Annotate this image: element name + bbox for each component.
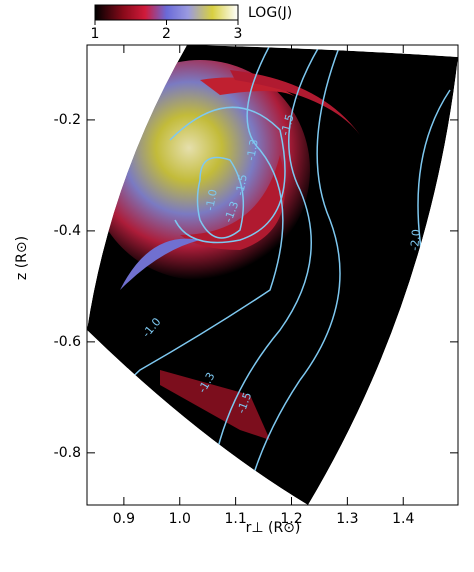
x-tick-label: 1.4 <box>392 511 414 527</box>
x-tick-label: 1.2 <box>280 511 302 527</box>
contour-label: -1.5 <box>233 173 250 196</box>
y-tick-label: -0.2 <box>54 112 81 128</box>
y-tick-label: -0.8 <box>54 445 81 461</box>
y-tick-label: -0.4 <box>54 223 81 239</box>
colorbar-label: LOG(J) <box>248 5 292 21</box>
colorbar <box>94 4 239 21</box>
x-axis-label: r⊥ (R⊙) <box>246 520 301 536</box>
colorbar-tick-label: 2 <box>162 26 171 42</box>
contour-label: -1.0 <box>203 188 220 211</box>
x-tick-label: 1.1 <box>224 511 246 527</box>
plot-frame <box>86 44 459 506</box>
y-tick-label: -0.6 <box>54 334 81 350</box>
contour-label: -1.5 <box>278 113 296 137</box>
contour-label: -2.0 <box>408 229 423 252</box>
contour-label: -1.3 <box>244 138 261 161</box>
colorbar-tick-label: 3 <box>234 26 243 42</box>
x-tick-label: 1.3 <box>336 511 358 527</box>
x-tick-label: 1.0 <box>169 511 191 527</box>
y-axis-label: z (R⊙) <box>14 236 30 280</box>
x-tick-label: 0.9 <box>113 511 135 527</box>
colorbar-tick-label: 1 <box>91 26 100 42</box>
plot-field <box>87 45 458 505</box>
